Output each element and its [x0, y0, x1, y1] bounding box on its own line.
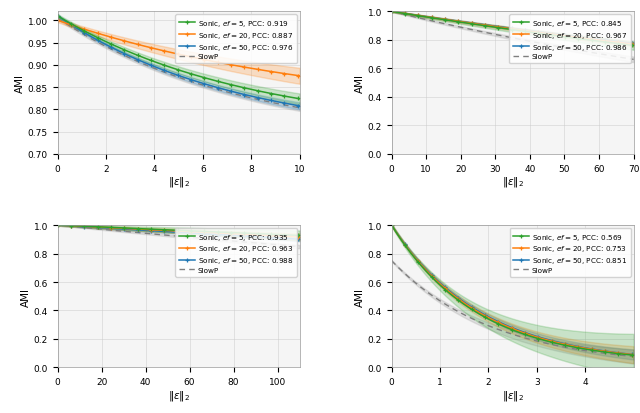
- Legend: Sonic, $ef = 5$, PCC: 0.845, Sonic, $ef = 20$, PCC: 0.967, Sonic, $ef = 50$, PCC: Sonic, $ef = 5$, PCC: 0.845, Sonic, $ef …: [509, 15, 630, 64]
- Y-axis label: AMI: AMI: [20, 287, 31, 306]
- Y-axis label: AMI: AMI: [355, 74, 365, 93]
- Y-axis label: AMI: AMI: [355, 287, 365, 306]
- Legend: Sonic, $ef = 5$, PCC: 0.919, Sonic, $ef = 20$, PCC: 0.887, Sonic, $ef = 50$, PCC: Sonic, $ef = 5$, PCC: 0.919, Sonic, $ef …: [175, 15, 297, 64]
- Legend: Sonic, $ef = 5$, PCC: 0.569, Sonic, $ef = 20$, PCC: 0.753, Sonic, $ef = 50$, PCC: Sonic, $ef = 5$, PCC: 0.569, Sonic, $ef …: [509, 228, 630, 277]
- Legend: Sonic, $ef = 5$, PCC: 0.935, Sonic, $ef = 20$, PCC: 0.963, Sonic, $ef = 50$, PCC: Sonic, $ef = 5$, PCC: 0.935, Sonic, $ef …: [175, 228, 297, 277]
- X-axis label: $\|\varepsilon\|_2$: $\|\varepsilon\|_2$: [168, 388, 189, 401]
- X-axis label: $\|\varepsilon\|_2$: $\|\varepsilon\|_2$: [502, 175, 524, 188]
- Y-axis label: AMI: AMI: [15, 74, 25, 93]
- X-axis label: $\|\varepsilon\|_2$: $\|\varepsilon\|_2$: [502, 388, 524, 401]
- X-axis label: $\|\varepsilon\|_2$: $\|\varepsilon\|_2$: [168, 175, 189, 188]
